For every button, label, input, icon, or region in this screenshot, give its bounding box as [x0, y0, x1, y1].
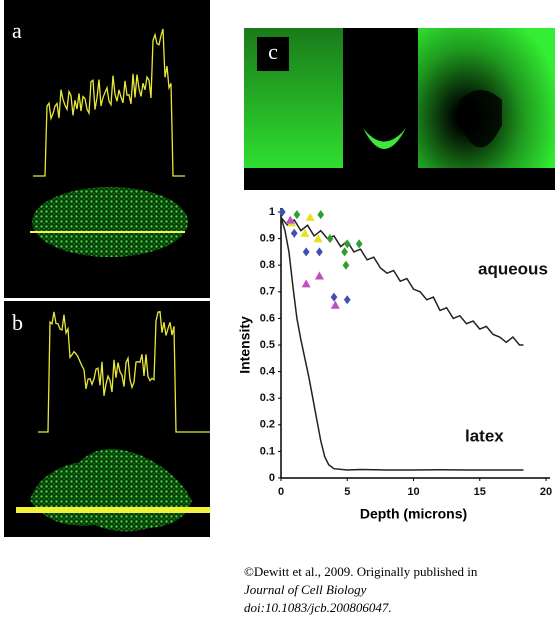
y-tick-label: 0.7: [260, 286, 275, 298]
marker: [343, 239, 351, 249]
marker: [314, 271, 324, 280]
panel-c-base: [244, 168, 555, 190]
marker: [355, 239, 363, 249]
cell-a: [32, 187, 188, 257]
credit: ©Dewitt et al., 2009. Originally publish…: [244, 564, 478, 579]
marker: [285, 215, 295, 224]
marker: [330, 292, 338, 302]
y-tick-label: 0.2: [260, 419, 275, 431]
aqueous-bead: [460, 90, 502, 148]
marker: [326, 234, 334, 244]
credit-doi: doi:10.1083/jcb.200806047.: [244, 600, 392, 615]
x-tick-label: 15: [474, 486, 486, 498]
marker: [313, 234, 323, 243]
marker: [300, 228, 310, 237]
marker: [342, 260, 350, 270]
line: [280, 217, 524, 471]
series-label: aqueous: [478, 259, 548, 278]
panel-label: a: [12, 18, 22, 43]
chart: 00.10.20.30.40.50.60.70.80.910 5 10 15 20Dep…: [237, 206, 552, 522]
marker: [317, 210, 325, 220]
marker: [343, 295, 351, 305]
y-tick-label: 0.6: [260, 312, 275, 324]
x-tick-label: 10: [407, 486, 419, 498]
x-tick-label: 20: [540, 486, 552, 498]
marker: [290, 228, 298, 238]
marker: [305, 212, 315, 221]
y-tick-label: 0.1: [260, 445, 275, 457]
x-tick-label: 0: [278, 486, 284, 498]
series-label: latex: [465, 426, 504, 445]
marker: [302, 247, 310, 257]
y-tick-label: 0.9: [260, 233, 275, 245]
marker: [293, 210, 301, 220]
y-axis-label: Intensity: [237, 316, 253, 374]
y-tick-label: 0.5: [260, 339, 275, 351]
marker: [330, 300, 340, 309]
marker: [316, 247, 323, 257]
latex-bead: [363, 128, 406, 149]
y-tick-label: 0.3: [260, 392, 275, 404]
x-axis-label: Depth (microns): [360, 506, 467, 522]
y-tick-label: 0.8: [260, 259, 275, 271]
profile-a: [33, 28, 185, 177]
y-tick-label: 0: [269, 472, 275, 484]
label-box: [257, 37, 289, 71]
y-tick-label: 0.4: [260, 366, 276, 378]
panel-label: b: [12, 310, 23, 335]
marker: [278, 207, 286, 217]
x-tick-label: 5: [344, 486, 350, 498]
line: [280, 216, 524, 346]
y-tick-label: 1: [269, 206, 275, 218]
marker: [301, 279, 311, 288]
credit-journal: Journal of Cell Biology: [244, 582, 367, 597]
panel-c-middle: [343, 28, 418, 190]
panel-label: c: [268, 39, 278, 64]
marker: [341, 247, 348, 257]
profile-b: [38, 310, 210, 433]
